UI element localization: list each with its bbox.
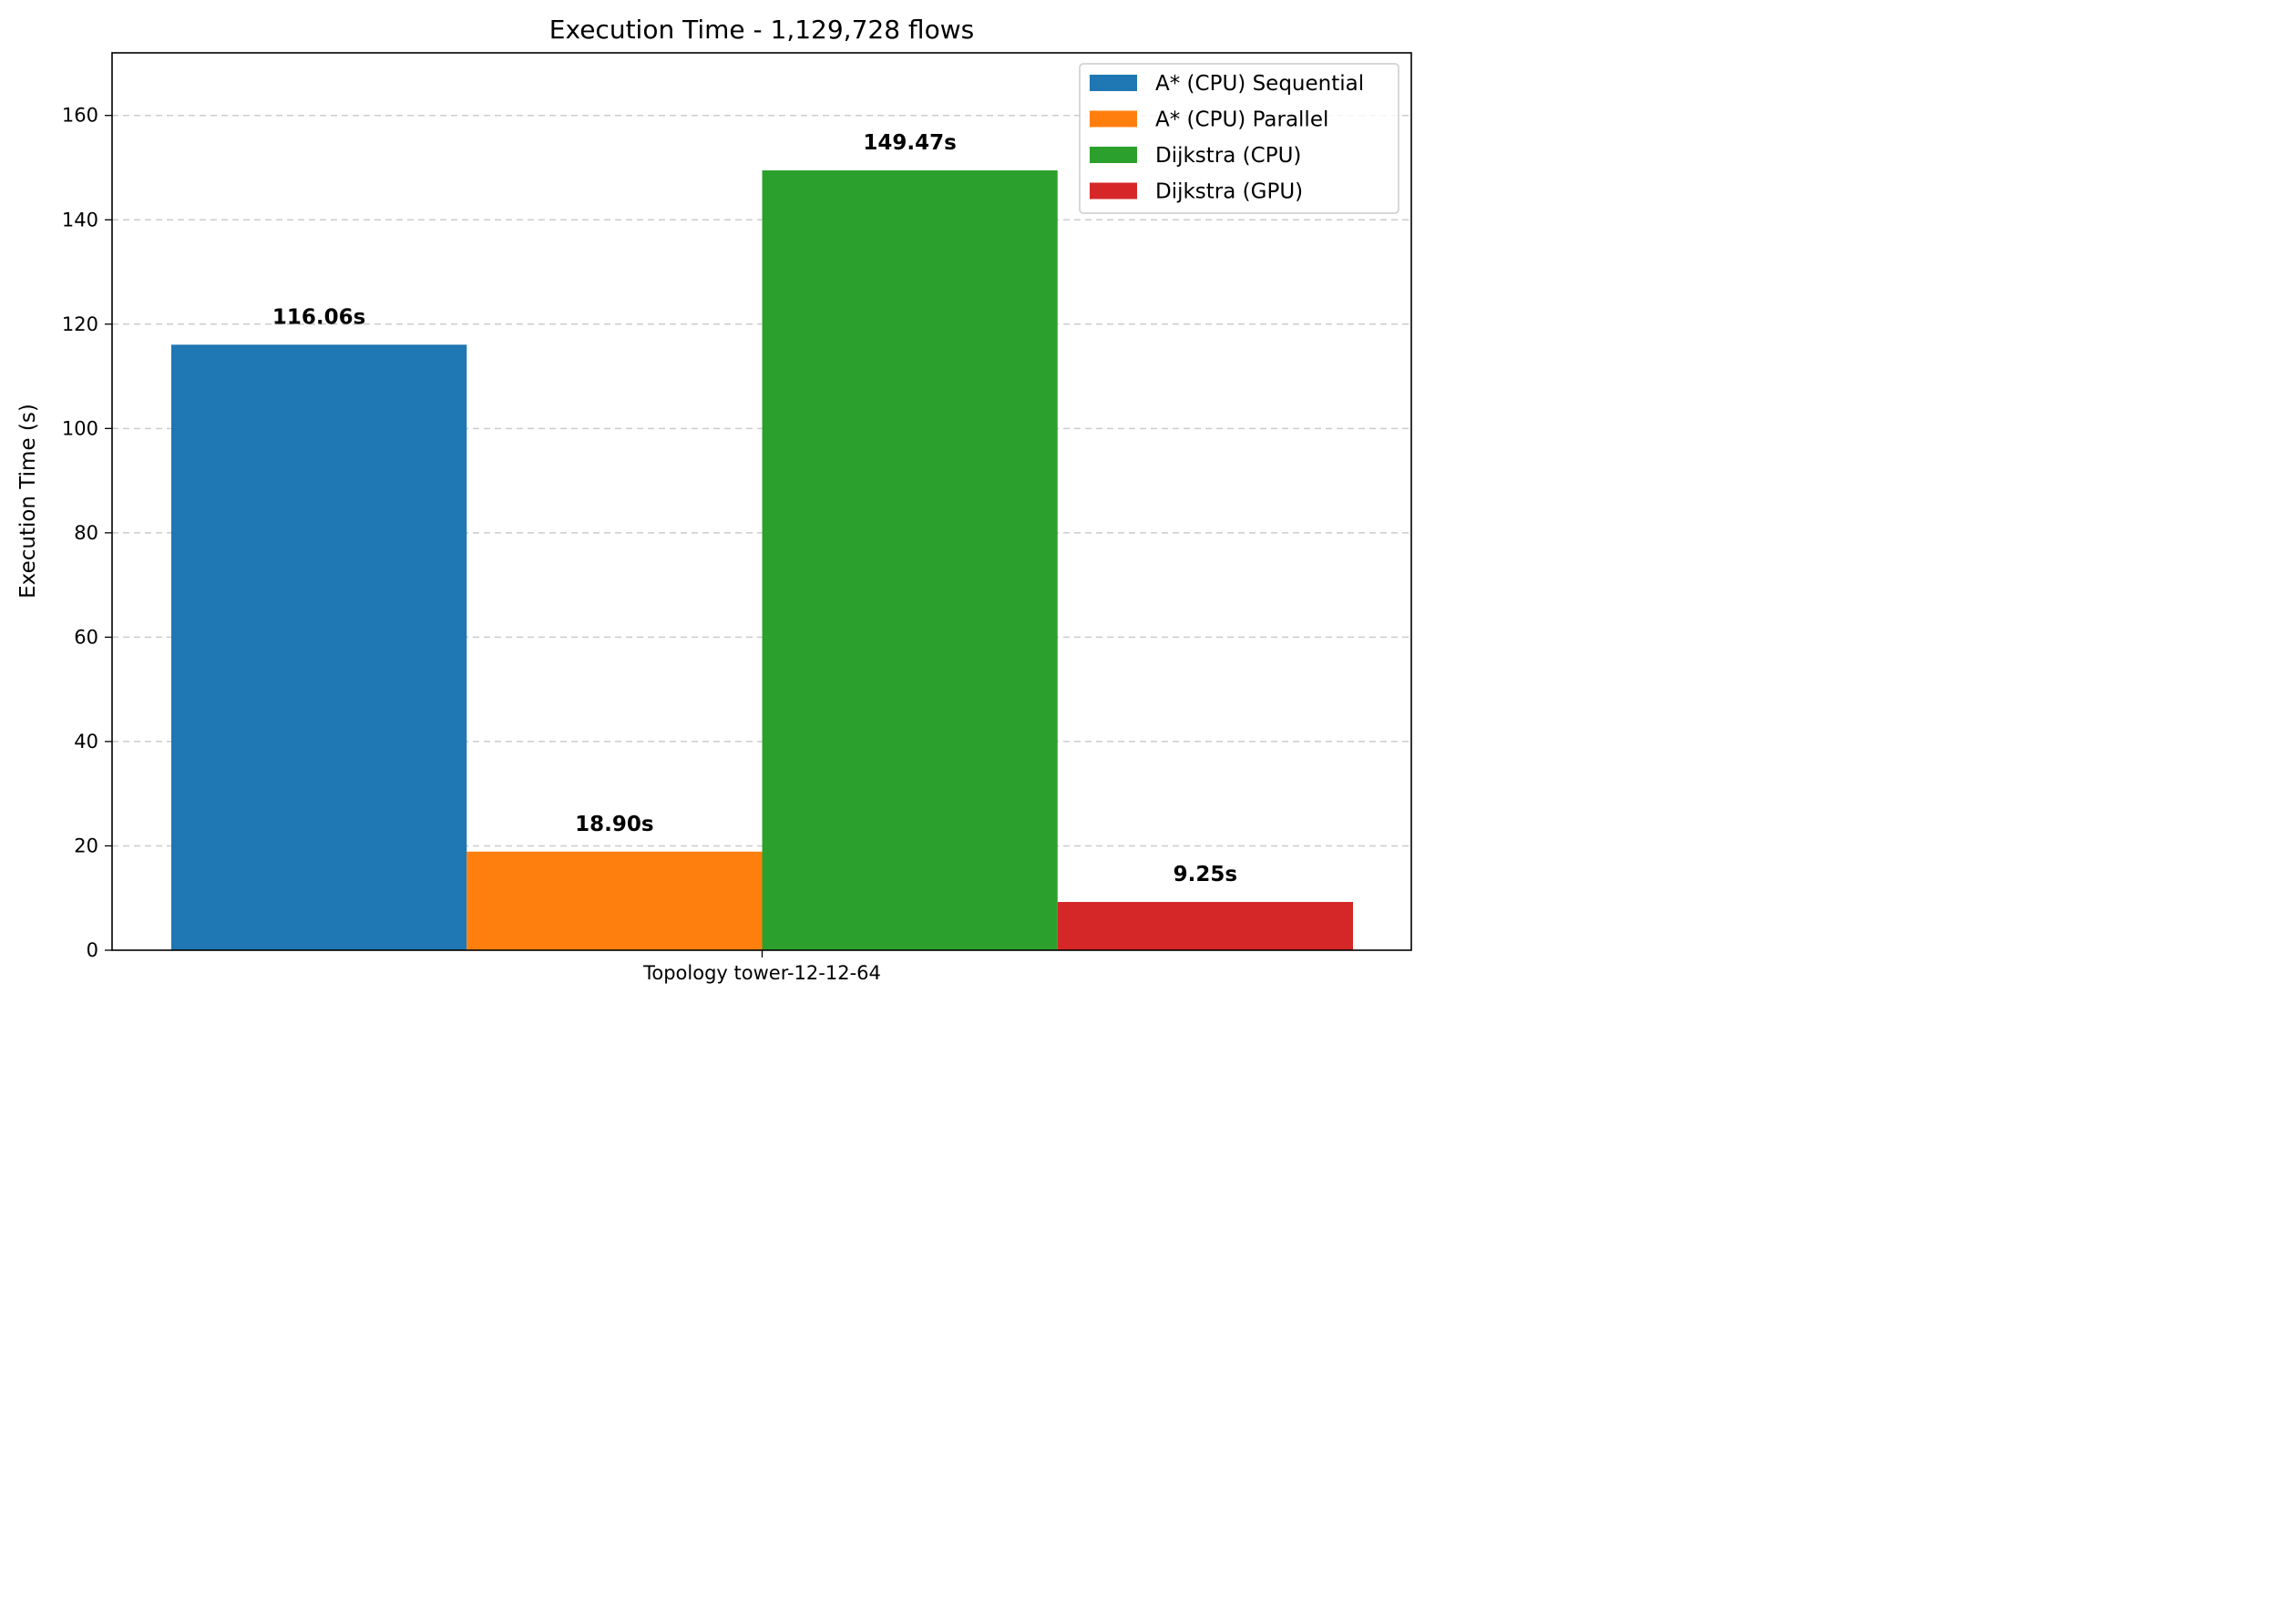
legend-label: A* (CPU) Parallel	[1155, 108, 1328, 132]
legend-label: Dijkstra (GPU)	[1155, 180, 1303, 204]
x-tick-label: Topology tower-12-12-64	[642, 962, 881, 984]
chart-title: Execution Time - 1,129,728 flows	[549, 15, 974, 45]
bar-dijkstra-cpu	[762, 170, 1058, 950]
bar-value-label: 9.25s	[1174, 863, 1237, 886]
y-tick-label: 60	[74, 626, 98, 648]
legend-swatch	[1090, 110, 1137, 128]
legend-swatch	[1090, 75, 1137, 91]
bars	[171, 170, 1353, 950]
y-axis-label: Execution Time (s)	[16, 404, 40, 599]
y-tick-label: 0	[87, 939, 98, 961]
y-tick-label: 80	[74, 522, 98, 544]
y-tick-label: 40	[74, 731, 98, 753]
legend-swatch	[1090, 182, 1137, 200]
y-tick-label: 160	[62, 105, 98, 127]
legend-box	[1079, 63, 1399, 214]
bar-value-label: 149.47s	[863, 131, 956, 155]
y-tick-label: 20	[74, 835, 98, 856]
bar-a-cpu-parallel	[466, 851, 763, 950]
y-tick-label: 100	[62, 417, 98, 439]
y-axis-ticks: 0 20 40 60 80 100 120 140 160	[62, 105, 112, 961]
legend-swatch	[1090, 147, 1137, 163]
y-tick-label: 140	[62, 209, 98, 230]
bar-a-cpu-sequential	[171, 344, 467, 950]
y-tick-label: 120	[62, 313, 98, 335]
bar-dijkstra-gpu	[1057, 902, 1353, 950]
value-labels: 116.06s 18.90s 149.47s 9.25s	[272, 131, 1237, 886]
legend-label: A* (CPU) Sequential	[1155, 72, 1364, 96]
execution-time-chart: 116.06s 18.90s 149.47s 9.25s 0 20 40 60 80 100 12…	[16, 15, 1412, 984]
legend-label: Dijkstra (CPU)	[1155, 144, 1301, 168]
bar-value-label: 116.06s	[272, 305, 365, 329]
x-axis-ticks: Topology tower-12-12-64	[642, 950, 881, 984]
bar-value-label: 18.90s	[575, 813, 653, 836]
legend: A* (CPU) Sequential A* (CPU) Parallel Dijk…	[1079, 63, 1399, 214]
